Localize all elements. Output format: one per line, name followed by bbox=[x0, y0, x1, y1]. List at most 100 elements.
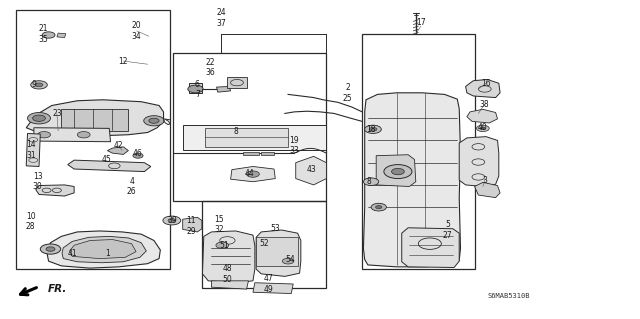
Circle shape bbox=[188, 85, 203, 93]
Polygon shape bbox=[182, 124, 326, 150]
Polygon shape bbox=[216, 86, 230, 92]
Circle shape bbox=[40, 244, 61, 254]
Circle shape bbox=[392, 168, 404, 175]
Polygon shape bbox=[57, 33, 66, 38]
Text: 24
37: 24 37 bbox=[216, 9, 226, 28]
Polygon shape bbox=[402, 228, 460, 268]
Circle shape bbox=[35, 83, 43, 87]
Polygon shape bbox=[205, 128, 288, 147]
Text: 20
34: 20 34 bbox=[132, 21, 141, 41]
Text: 43: 43 bbox=[307, 165, 317, 174]
Polygon shape bbox=[467, 109, 497, 123]
Text: 23: 23 bbox=[52, 109, 61, 118]
Text: FR.: FR. bbox=[47, 284, 67, 294]
Text: 5
27: 5 27 bbox=[443, 220, 452, 240]
Bar bbox=[362, 34, 474, 269]
Text: 13
30: 13 30 bbox=[33, 172, 43, 191]
Polygon shape bbox=[26, 100, 164, 136]
Circle shape bbox=[480, 127, 485, 130]
Text: 3: 3 bbox=[483, 176, 487, 185]
Circle shape bbox=[216, 242, 228, 249]
Text: 9: 9 bbox=[31, 80, 36, 89]
Text: 8: 8 bbox=[234, 127, 238, 136]
Circle shape bbox=[246, 171, 259, 177]
Polygon shape bbox=[296, 156, 326, 185]
Text: 4
26: 4 26 bbox=[127, 177, 136, 196]
Text: 44: 44 bbox=[245, 169, 255, 178]
Polygon shape bbox=[62, 236, 147, 263]
Polygon shape bbox=[202, 231, 255, 283]
Polygon shape bbox=[61, 109, 129, 131]
Polygon shape bbox=[460, 137, 499, 187]
Text: 48
50: 48 50 bbox=[223, 264, 232, 284]
Circle shape bbox=[168, 219, 175, 222]
Polygon shape bbox=[108, 147, 129, 154]
Text: 51: 51 bbox=[220, 241, 229, 250]
Polygon shape bbox=[364, 93, 461, 267]
Circle shape bbox=[133, 153, 143, 158]
Circle shape bbox=[149, 118, 159, 123]
Text: 22
36: 22 36 bbox=[205, 58, 215, 77]
Polygon shape bbox=[189, 83, 202, 93]
Circle shape bbox=[369, 127, 377, 131]
Polygon shape bbox=[211, 281, 248, 289]
Circle shape bbox=[38, 131, 51, 138]
Polygon shape bbox=[227, 77, 246, 88]
Polygon shape bbox=[34, 128, 111, 142]
Circle shape bbox=[371, 203, 387, 211]
Text: 14
31: 14 31 bbox=[26, 140, 36, 160]
Text: 1: 1 bbox=[106, 249, 110, 258]
Polygon shape bbox=[182, 217, 202, 232]
Polygon shape bbox=[230, 167, 275, 182]
Text: S6MAB5310B: S6MAB5310B bbox=[487, 293, 530, 299]
Text: 17: 17 bbox=[416, 19, 426, 27]
Polygon shape bbox=[47, 231, 161, 268]
Text: 39: 39 bbox=[167, 216, 177, 225]
Bar bbox=[202, 201, 326, 288]
Text: 15
32: 15 32 bbox=[214, 215, 224, 234]
Circle shape bbox=[46, 247, 55, 251]
Polygon shape bbox=[376, 155, 416, 187]
Text: 16: 16 bbox=[481, 79, 491, 88]
Text: 11
29: 11 29 bbox=[186, 217, 196, 236]
Polygon shape bbox=[70, 240, 136, 259]
Circle shape bbox=[144, 116, 164, 126]
Circle shape bbox=[77, 131, 90, 138]
Circle shape bbox=[384, 165, 412, 179]
Text: 53: 53 bbox=[271, 224, 280, 233]
Bar bbox=[243, 152, 259, 155]
Text: 12: 12 bbox=[118, 56, 128, 65]
Circle shape bbox=[33, 115, 45, 122]
Polygon shape bbox=[68, 160, 151, 172]
Circle shape bbox=[364, 178, 379, 186]
Text: 8: 8 bbox=[367, 177, 372, 186]
Circle shape bbox=[28, 113, 51, 124]
Circle shape bbox=[282, 258, 294, 264]
Text: 38: 38 bbox=[479, 100, 489, 109]
Circle shape bbox=[476, 125, 489, 131]
Polygon shape bbox=[256, 230, 301, 276]
Text: 47
49: 47 49 bbox=[264, 274, 274, 294]
Text: 2
25: 2 25 bbox=[342, 83, 352, 102]
Bar bbox=[261, 152, 274, 155]
Circle shape bbox=[31, 81, 47, 89]
Bar bbox=[173, 53, 326, 201]
Polygon shape bbox=[474, 182, 500, 197]
Text: 40: 40 bbox=[478, 123, 488, 132]
Text: 10
28: 10 28 bbox=[26, 212, 36, 231]
Text: 42: 42 bbox=[114, 141, 124, 150]
Circle shape bbox=[376, 205, 382, 209]
Polygon shape bbox=[256, 237, 298, 266]
Circle shape bbox=[42, 32, 55, 38]
Circle shape bbox=[365, 125, 381, 133]
Bar bbox=[16, 10, 170, 269]
Text: 21
35: 21 35 bbox=[38, 24, 49, 44]
Text: 52: 52 bbox=[260, 239, 269, 248]
Text: 19
33: 19 33 bbox=[289, 136, 300, 155]
Text: 46: 46 bbox=[133, 149, 143, 158]
Polygon shape bbox=[26, 133, 40, 167]
Text: 6
7: 6 7 bbox=[195, 80, 200, 99]
Circle shape bbox=[163, 216, 180, 225]
Polygon shape bbox=[36, 185, 74, 196]
Text: 18: 18 bbox=[366, 125, 376, 134]
